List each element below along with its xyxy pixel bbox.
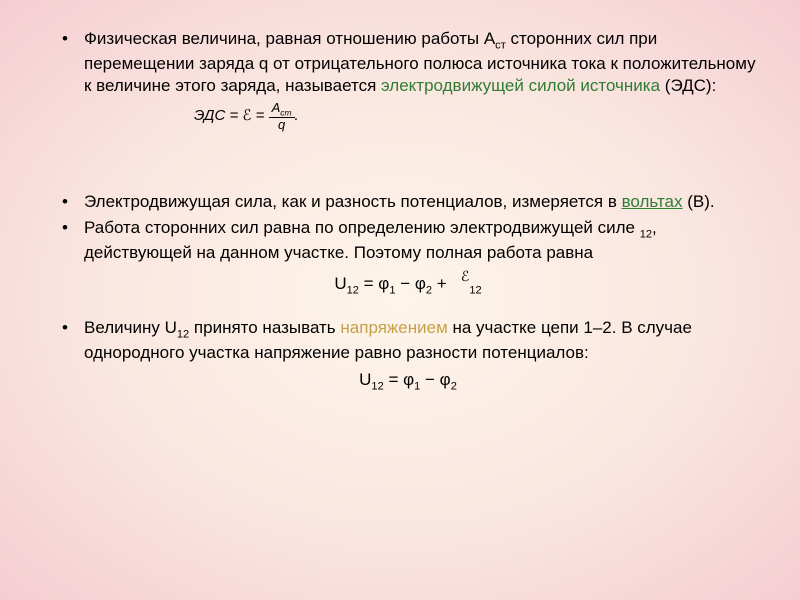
formula-tail: . (295, 107, 299, 124)
text-run: Физическая величина, равная отношению ра… (84, 29, 495, 48)
phi2: φ (440, 370, 451, 389)
term-volts-link: вольтах (622, 192, 683, 211)
bullet-list-2: Электродвижущая сила, как и разность пот… (60, 191, 756, 264)
formula-u12-simple: U12 = φ1 − φ2 (60, 368, 756, 395)
formula-u12-full: U12 = φ1 − φ2 + ℰ12 (60, 268, 756, 299)
subscript: ст (495, 39, 506, 51)
eps-sub: 12 (469, 284, 481, 296)
slide: Физическая величина, равная отношению ра… (0, 0, 800, 600)
term-voltage: напряжением (340, 318, 447, 337)
formula-emf: ЭДС = ℰ = Aст q . (60, 101, 756, 131)
u-sub: 12 (371, 380, 383, 392)
bullet-item-4: Величину U12 принято называть напряжение… (60, 317, 756, 364)
text-run: Работа сторонних сил равна по определени… (84, 218, 640, 237)
text-run: Величину U (84, 318, 177, 337)
text-run: принято называть (189, 318, 340, 337)
term-emf: электродвижущей силой источника (381, 76, 660, 95)
subscript: 12 (640, 228, 652, 240)
emf-symbol: ℰ (242, 108, 251, 124)
subscript: 12 (177, 328, 189, 340)
phi1: φ (378, 274, 389, 293)
bullet-list: Физическая величина, равная отношению ра… (60, 28, 756, 97)
formula-lhs: ЭДС (194, 107, 225, 124)
phi1-sub: 1 (389, 284, 395, 296)
bullet-item-1: Физическая величина, равная отношению ра… (60, 28, 756, 97)
u-base: U (334, 274, 346, 293)
bullet-item-3: Работа сторонних сил равна по определени… (60, 217, 756, 264)
phi1-sub: 1 (414, 380, 420, 392)
text-run: (В). (683, 192, 715, 211)
numerator-base: A (272, 100, 281, 115)
phi2: φ (415, 274, 426, 293)
phi2-sub: 2 (451, 380, 457, 392)
bullet-list-3: Величину U12 принято называть напряжение… (60, 317, 756, 364)
text-run: (ЭДС): (660, 76, 716, 95)
u-base: U (359, 370, 371, 389)
fraction: Aст q (269, 101, 295, 131)
text-run: Электродвижущая сила, как и разность пот… (84, 192, 622, 211)
bullet-item-2: Электродвижущая сила, как и разность пот… (60, 191, 756, 213)
denominator: q (269, 118, 295, 131)
phi1: φ (403, 370, 414, 389)
plus: + (432, 274, 451, 293)
u-sub: 12 (347, 284, 359, 296)
